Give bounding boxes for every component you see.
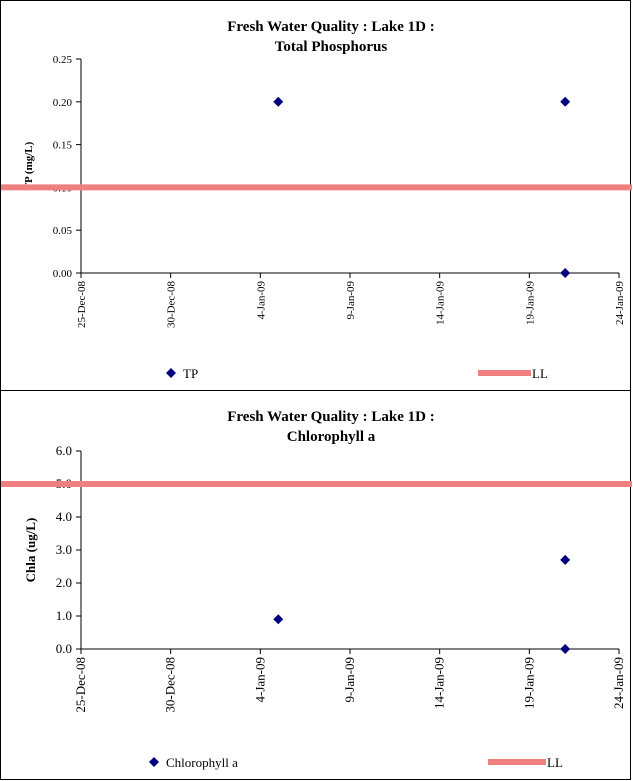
x-tick-label: 24-Jan-09 [614,281,626,325]
x-tick-label: 30-Dec-08 [166,281,178,329]
y-tick-label: 2.0 [56,575,72,590]
chart-panel-tp: Fresh Water Quality : Lake 1D : Total Pho… [0,0,632,391]
chart-title-line: Fresh Water Quality : Lake 1D : [227,409,435,425]
x-tick-label: 14-Jan-09 [432,657,447,709]
data-point-diamond [273,614,284,625]
y-tick-label: 1.0 [56,608,72,623]
legend-marker-diamond [149,757,159,767]
chart-title-line: Total Phosphorus [275,39,388,55]
data-point-diamond [560,268,571,278]
x-tick-label: 14-Jan-09 [435,281,447,325]
x-tick-label: 9-Jan-09 [342,657,357,703]
data-point-diamond [273,96,284,107]
y-axis-label: Chla (ug/L) [23,518,38,583]
legend-label: LL [547,755,563,770]
y-axis-label: TP (mg/L) [23,141,35,190]
data-point-diamond [560,554,571,565]
legend-marker-diamond [166,368,176,378]
chart-panel-chla: Fresh Water Quality : Lake 1D : Chlorophy… [0,390,632,780]
y-tick-label: 6.0 [56,443,72,458]
x-tick-label: 25-Dec-08 [73,657,88,713]
x-tick-label: 4-Jan-09 [252,657,267,703]
legend-label: TP [183,366,198,381]
chart-tp: Fresh Water Quality : Lake 1D : Total Pho… [1,19,632,381]
y-tick-label: 0.0 [56,641,72,656]
y-tick-label: 4.0 [56,509,72,524]
y-tick-label: 0.25 [53,54,73,66]
data-point-diamond [560,644,571,654]
chart-chla: Fresh Water Quality : Lake 1D : Chlorophy… [1,409,632,770]
chart-title-line: Chlorophyll a [287,429,376,445]
data-point-diamond [560,96,571,107]
y-tick-label: 0.05 [53,225,73,237]
x-tick-label: 24-Jan-09 [611,657,626,709]
x-tick-label: 19-Jan-09 [524,281,536,325]
x-tick-label: 4-Jan-09 [255,281,267,320]
x-tick-label: 19-Jan-09 [521,657,536,709]
legend-label: Chlorophyll a [166,755,238,770]
x-tick-label: 25-Dec-08 [76,281,88,329]
chart-title-line: Fresh Water Quality : Lake 1D : [227,19,435,35]
x-tick-label: 30-Dec-08 [163,657,178,713]
legend-label: LL [532,366,548,381]
x-tick-label: 9-Jan-09 [345,281,357,320]
y-tick-label: 0.00 [53,268,73,280]
y-tick-label: 0.15 [53,140,73,152]
y-tick-label: 0.20 [53,97,73,109]
y-tick-label: 3.0 [56,542,72,557]
